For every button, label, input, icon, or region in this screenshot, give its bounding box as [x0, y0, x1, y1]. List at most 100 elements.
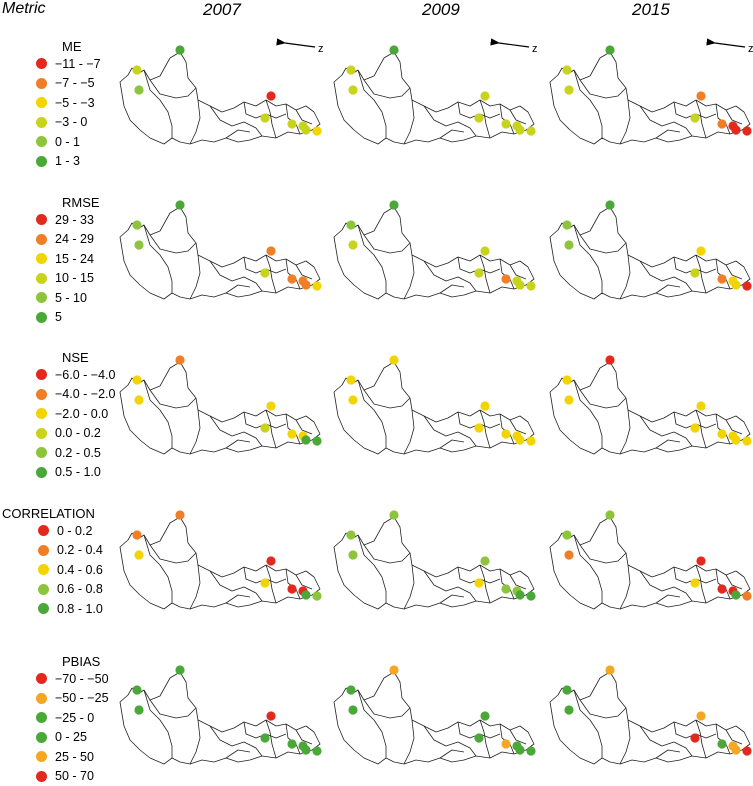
station-marker — [717, 584, 726, 593]
station-marker — [742, 436, 751, 445]
station-marker — [175, 355, 184, 364]
station-marker — [346, 530, 355, 539]
station-marker — [348, 550, 357, 559]
station-marker — [346, 220, 355, 229]
basin-outline — [334, 207, 534, 299]
station-marker — [301, 280, 310, 289]
station-marker — [175, 200, 184, 209]
station-marker — [474, 113, 483, 122]
north-label: z — [532, 43, 538, 55]
station-marker — [690, 423, 699, 432]
station-marker — [312, 746, 321, 755]
station-marker — [346, 375, 355, 384]
station-marker — [175, 510, 184, 519]
station-marker — [562, 220, 571, 229]
station-marker — [605, 45, 614, 54]
basin-outline — [550, 362, 750, 454]
basin-outline — [334, 52, 534, 144]
station-marker — [731, 590, 740, 599]
station-marker — [301, 125, 310, 134]
map-panel-correlation-2015 — [550, 510, 752, 609]
station-marker — [526, 126, 535, 135]
station-marker — [389, 665, 398, 674]
station-marker — [134, 550, 143, 559]
map-panel-rmse-2015 — [550, 200, 752, 299]
station-marker — [526, 281, 535, 290]
station-marker — [312, 281, 321, 290]
station-marker — [260, 113, 269, 122]
station-marker — [348, 395, 357, 404]
station-marker — [562, 375, 571, 384]
station-marker — [526, 591, 535, 600]
station-marker — [605, 200, 614, 209]
station-marker — [312, 126, 321, 135]
station-marker — [260, 423, 269, 432]
basin-outline — [550, 517, 750, 609]
station-marker — [731, 435, 740, 444]
basin-outline — [120, 207, 320, 299]
station-marker — [134, 705, 143, 714]
map-panel-correlation-2007 — [120, 510, 322, 609]
station-marker — [515, 745, 524, 754]
station-marker — [175, 45, 184, 54]
basin-outline — [334, 517, 534, 609]
station-marker — [696, 246, 705, 255]
station-marker — [389, 45, 398, 54]
station-marker — [690, 733, 699, 742]
station-marker — [474, 268, 483, 277]
basin-outline — [120, 517, 320, 609]
station-marker — [501, 119, 510, 128]
station-marker — [564, 395, 573, 404]
basin-outline — [334, 362, 534, 454]
station-marker — [287, 739, 296, 748]
station-marker — [501, 739, 510, 748]
station-marker — [605, 355, 614, 364]
station-marker — [717, 119, 726, 128]
station-marker — [731, 125, 740, 134]
station-marker — [134, 240, 143, 249]
station-marker — [501, 274, 510, 283]
station-marker — [562, 65, 571, 74]
map-panel-pbias-2007 — [120, 665, 322, 764]
station-marker — [480, 246, 489, 255]
station-marker — [301, 435, 310, 444]
station-marker — [260, 268, 269, 277]
station-marker — [287, 119, 296, 128]
station-marker — [474, 733, 483, 742]
station-marker — [134, 395, 143, 404]
map-panel-me-2015: z — [550, 43, 753, 144]
station-marker — [515, 435, 524, 444]
station-marker — [287, 584, 296, 593]
station-marker — [474, 578, 483, 587]
map-panel-pbias-2015 — [550, 665, 752, 764]
station-marker — [480, 401, 489, 410]
station-marker — [717, 739, 726, 748]
station-marker — [266, 91, 275, 100]
north-arrow-icon — [499, 43, 529, 47]
station-marker — [266, 556, 275, 565]
station-marker — [742, 591, 751, 600]
station-marker — [132, 65, 141, 74]
station-marker — [696, 401, 705, 410]
station-marker — [175, 665, 184, 674]
station-marker — [132, 375, 141, 384]
station-marker — [690, 268, 699, 277]
station-marker — [742, 746, 751, 755]
station-marker — [717, 429, 726, 438]
station-marker — [605, 665, 614, 674]
station-marker — [301, 590, 310, 599]
station-marker — [480, 91, 489, 100]
station-marker — [389, 510, 398, 519]
north-arrow-icon — [715, 43, 745, 47]
map-panel-me-2009: z — [334, 43, 538, 144]
station-marker — [742, 281, 751, 290]
station-marker — [515, 590, 524, 599]
station-marker — [696, 556, 705, 565]
station-marker — [501, 584, 510, 593]
station-marker — [690, 578, 699, 587]
station-marker — [132, 220, 141, 229]
station-marker — [348, 705, 357, 714]
map-panel-rmse-2009 — [334, 200, 536, 299]
station-marker — [731, 745, 740, 754]
station-marker — [287, 429, 296, 438]
